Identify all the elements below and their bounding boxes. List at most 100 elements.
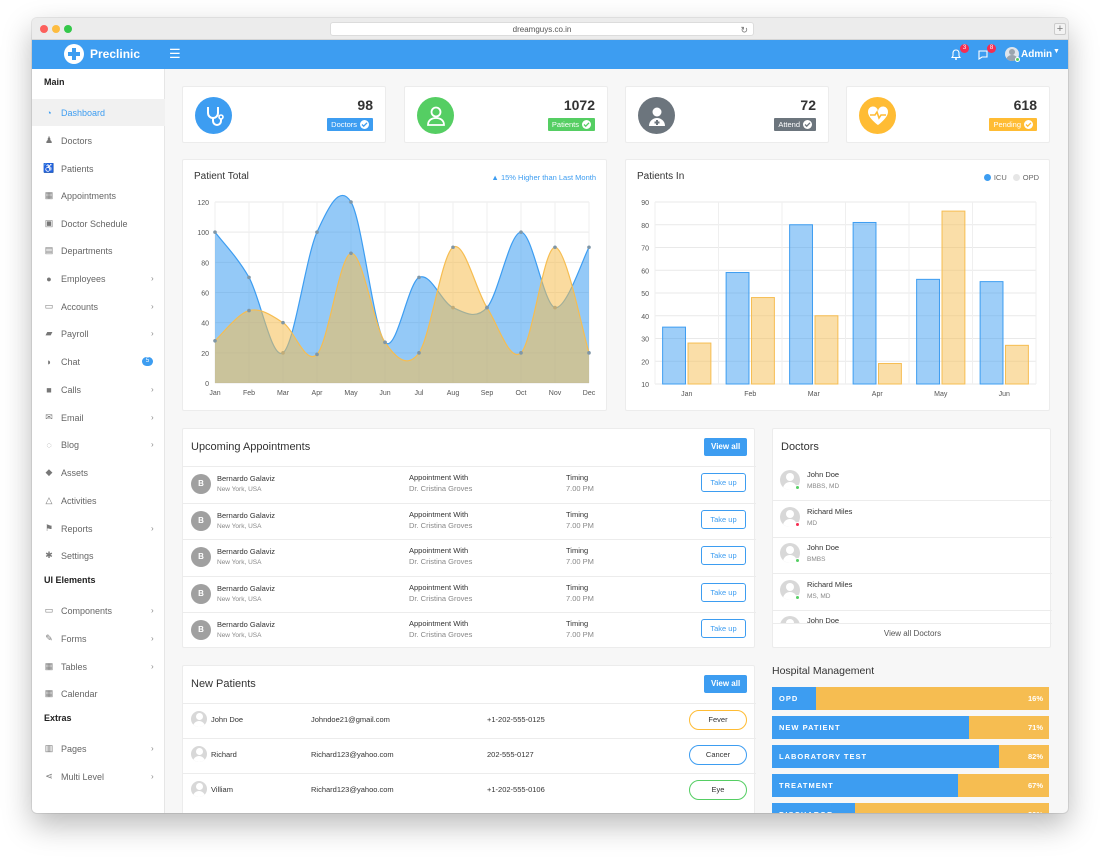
sidebar-item-appointments[interactable]: ▦ Appointments: [32, 182, 165, 209]
sidebar-item-blog[interactable]: ◌ Blog ›: [32, 431, 165, 458]
data-point: [485, 305, 489, 310]
logo-icon[interactable]: [64, 44, 84, 64]
progress-bar-discharge: DISCHARGE 30%: [772, 803, 1049, 813]
stat-label-badge: Patients: [547, 118, 595, 131]
user-icon: [417, 97, 454, 134]
sidebar-item-assets[interactable]: ◆ Assets: [32, 459, 165, 486]
sidebar-item-patients[interactable]: ♿ Patients: [32, 155, 165, 182]
x-tick-label: Aug: [447, 390, 460, 397]
message-count-badge: 8: [987, 44, 996, 53]
sidebar-item-label: Reports: [61, 523, 93, 534]
progress-label: NEW PATIENT: [779, 723, 841, 732]
sidebar-item-payroll[interactable]: ▰ Payroll ›: [32, 320, 165, 347]
status-dot: [795, 594, 800, 600]
sidebar-item-reports[interactable]: ⚑ Reports ›: [32, 515, 165, 542]
sidebar-item-pages[interactable]: ▥ Pages ›: [32, 735, 165, 762]
take-up-button[interactable]: Take up: [701, 509, 746, 529]
sidebar-item-activities[interactable]: △ Activities: [32, 487, 165, 514]
doctor-name: Dr. Cristina Groves: [409, 484, 473, 493]
y-tick-label: 70: [641, 246, 649, 253]
divider: [183, 539, 756, 540]
doctor-list-item[interactable]: John Doe: [773, 611, 1050, 623]
reload-icon[interactable]: ↻: [740, 25, 748, 35]
sidebar-item-label: Employees: [61, 273, 106, 284]
sidebar-item-departments[interactable]: ▤ Departments: [32, 237, 165, 264]
address-bar[interactable]: dreamguys.co.in ↻: [330, 22, 754, 36]
user-menu[interactable]: Admin: [1021, 49, 1053, 60]
dashboard-icon: ◔: [46, 107, 52, 118]
avatar-head: [786, 546, 794, 554]
sidebar-item-label: Doctors: [61, 135, 93, 146]
avatar: B: [191, 547, 211, 567]
doctor-name: John Doe: [807, 543, 840, 552]
progress-value: 16%: [1027, 694, 1043, 703]
patients-in-title: Patients In: [637, 171, 685, 182]
divider: [773, 609, 1052, 611]
sidebar-item-employees[interactable]: ● Employees ›: [32, 265, 165, 292]
maximize-window-button[interactable]: [64, 25, 72, 33]
messages-icon[interactable]: 8: [977, 44, 996, 62]
sidebar-item-chat[interactable]: ◗ Chat 5: [32, 348, 165, 375]
sidebar-item-calls[interactable]: ■ Calls ›: [32, 376, 165, 403]
new-patients-view-all-button[interactable]: View all: [704, 675, 748, 693]
minimize-window-button[interactable]: [52, 25, 60, 33]
sidebar-item-settings[interactable]: ✱ Settings: [32, 542, 165, 569]
progress-label: DISCHARGE: [779, 803, 833, 813]
take-up-button[interactable]: Take up: [701, 473, 746, 492]
sidebar-item-components[interactable]: ▭ Components ›: [32, 597, 165, 624]
view-all-doctors-link[interactable]: View all Doctors: [883, 629, 942, 638]
sidebar-item-dashboard[interactable]: ◔ Dashboard: [32, 99, 165, 126]
patient-phone: +1-202-555-0125: [487, 715, 545, 724]
sidebar-item-email[interactable]: ✉ Email ›: [32, 404, 165, 431]
close-window-button[interactable]: [40, 25, 48, 33]
doctors-list[interactable]: John Doe MBBS, MD Richard Miles MD John Doe B…: [773, 465, 1052, 623]
trend-indicator: ▲ 15% Higher than Last Month: [491, 173, 596, 182]
patient-name: Bernardo Galaviz: [217, 510, 275, 520]
caret-down-icon[interactable]: ▼: [1053, 48, 1060, 55]
sidebar-item-calendar[interactable]: ▦ Calendar: [32, 680, 165, 707]
take-up-button[interactable]: Take up: [701, 582, 746, 602]
hospital-icon: ▤: [44, 245, 54, 255]
progress-bar-laboratory-test: LABORATORY TEST 82%: [772, 745, 1049, 768]
condition-badge[interactable]: Eye: [689, 780, 747, 800]
patient-name: Bernardo Galaviz: [217, 620, 275, 629]
chevron-right-icon: ›: [151, 744, 154, 753]
appointment-with-label: Appointment With: [409, 473, 469, 482]
sidebar-item-label: Payroll: [61, 328, 89, 339]
doctor-list-item[interactable]: Richard Miles MS, MD: [773, 575, 1052, 611]
sidebar-item-doctor-schedule[interactable]: ▣ Doctor Schedule: [32, 210, 165, 237]
stat-label: Attend: [778, 120, 800, 129]
new-tab-button[interactable]: +: [1054, 23, 1066, 35]
data-point: [349, 251, 353, 256]
doctor-list-item[interactable]: John Doe BMBS: [773, 538, 1052, 574]
doctor-list-item[interactable]: John Doe MBBS, MD: [773, 465, 1052, 501]
appointment-time: 7.00 PM: [566, 520, 594, 530]
take-up-button[interactable]: Take up: [701, 546, 746, 565]
sidebar-item-tables[interactable]: ▦ Tables ›: [32, 653, 165, 680]
stat-label-badge: Attend: [774, 118, 816, 131]
y-tick-label: 30: [641, 337, 649, 344]
chevron-right-icon: ›: [151, 329, 154, 338]
sidebar-item-multi-level[interactable]: ⋖ Multi Level ›: [32, 763, 165, 790]
patient-email: Richard123@yahoo.com: [311, 785, 394, 794]
stat-label-badge: Pending: [989, 118, 1037, 131]
sidebar-item-accounts[interactable]: ▭ Accounts ›: [32, 293, 165, 320]
take-up-button[interactable]: Take up: [701, 619, 746, 638]
appointments-view-all-button[interactable]: View all: [704, 438, 748, 456]
doctor-name: Dr. Cristina Groves: [409, 630, 473, 639]
patient-name: Villiam: [211, 785, 233, 794]
doctor-list-item[interactable]: Richard Miles MD: [773, 502, 1052, 538]
url-text: dreamguys.co.in: [512, 25, 572, 34]
menu-toggle-icon[interactable]: ☰: [169, 46, 181, 61]
area-fill-series-2: [215, 246, 589, 383]
brand-name[interactable]: Preclinic: [90, 47, 141, 61]
condition-badge[interactable]: Cancer: [689, 745, 747, 765]
sidebar-item-doctors[interactable]: ♟ Doctors: [32, 127, 165, 154]
sidebar-item-forms[interactable]: ✎ Forms ›: [32, 625, 165, 652]
data-point: [315, 352, 319, 357]
notification-bell-icon[interactable]: 3: [950, 44, 969, 62]
condition-badge[interactable]: Fever: [689, 710, 747, 730]
video-icon: ■: [46, 384, 52, 395]
new-patients-card: New Patients View all John Doe Johndoe21@…: [182, 665, 756, 813]
patient-total-card: Patient Total ▲ 15% Higher than Last Mon…: [182, 159, 607, 411]
